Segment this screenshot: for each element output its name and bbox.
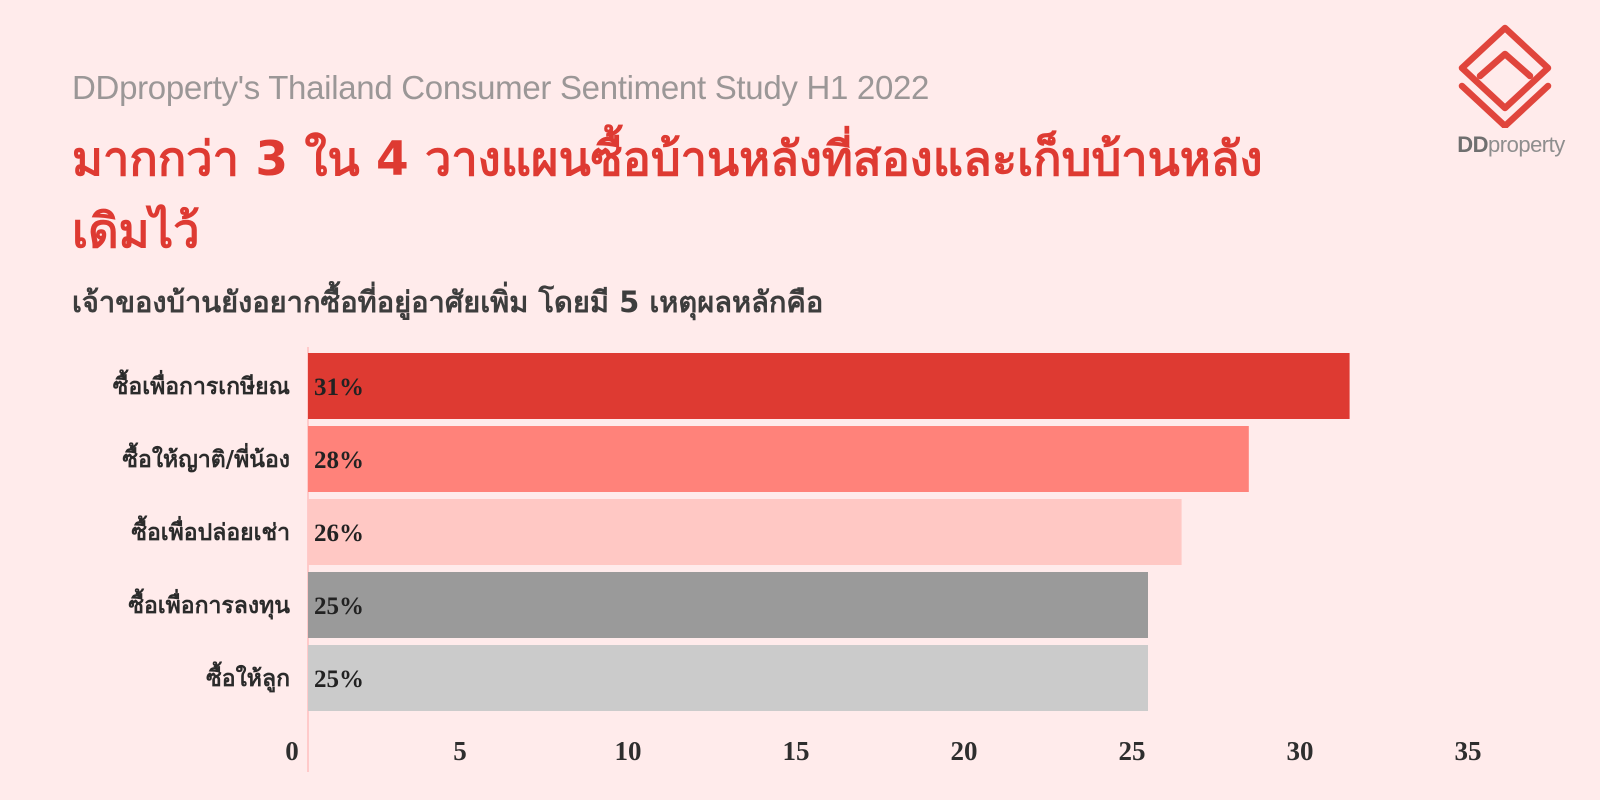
bar-3[interactable]	[308, 499, 1182, 565]
x-tick-label-20: 20	[951, 736, 978, 766]
x-tick-label-15: 15	[783, 736, 810, 766]
x-tick-label-30: 30	[1287, 736, 1314, 766]
study-name: DDproperty's Thailand Consumer Sentiment…	[72, 69, 930, 106]
category-label-2: ซื้อให้ญาติ/พี่น้อง	[122, 442, 290, 473]
value-label-1: 31%	[314, 374, 364, 401]
x-tick-label-25: 25	[1119, 736, 1146, 766]
bar-4[interactable]	[308, 572, 1148, 638]
ddproperty-logo[interactable]: DDproperty	[1440, 24, 1570, 164]
x-tick-label-10: 10	[615, 736, 642, 766]
bar-2[interactable]	[308, 426, 1249, 492]
category-label-4: ซื้อเพื่อการลงทุน	[128, 588, 290, 620]
category-label-3: ซื้อเพื่อปล่อยเช่า	[131, 515, 290, 546]
house-logo-icon	[1458, 24, 1552, 128]
x-tick-label-0: 0	[285, 736, 299, 766]
value-label-3: 26%	[314, 520, 364, 547]
value-label-2: 28%	[314, 447, 364, 474]
x-tick-label-35: 35	[1455, 736, 1482, 766]
bar-1[interactable]	[308, 353, 1350, 419]
category-label-1: ซื้อเพื่อการเกษียณ	[113, 369, 290, 400]
header: DDproperty's Thailand Consumer Sentiment…	[72, 66, 1372, 322]
logo-text: DDproperty	[1457, 132, 1565, 157]
value-label-4: 25%	[314, 593, 364, 620]
page-subtitle: เจ้าของบ้านยังอยากซื้อที่อยู่อาศัยเพิ่ม …	[72, 285, 824, 319]
value-label-5: 25%	[314, 666, 364, 693]
page-title: มากกว่า 3 ใน 4 วางแผนซื้อบ้านหลังที่สองแ…	[72, 132, 1263, 259]
bar-5[interactable]	[308, 645, 1148, 711]
category-label-5: ซื้อให้ลูก	[206, 661, 290, 693]
x-tick-label-5: 5	[453, 736, 467, 766]
